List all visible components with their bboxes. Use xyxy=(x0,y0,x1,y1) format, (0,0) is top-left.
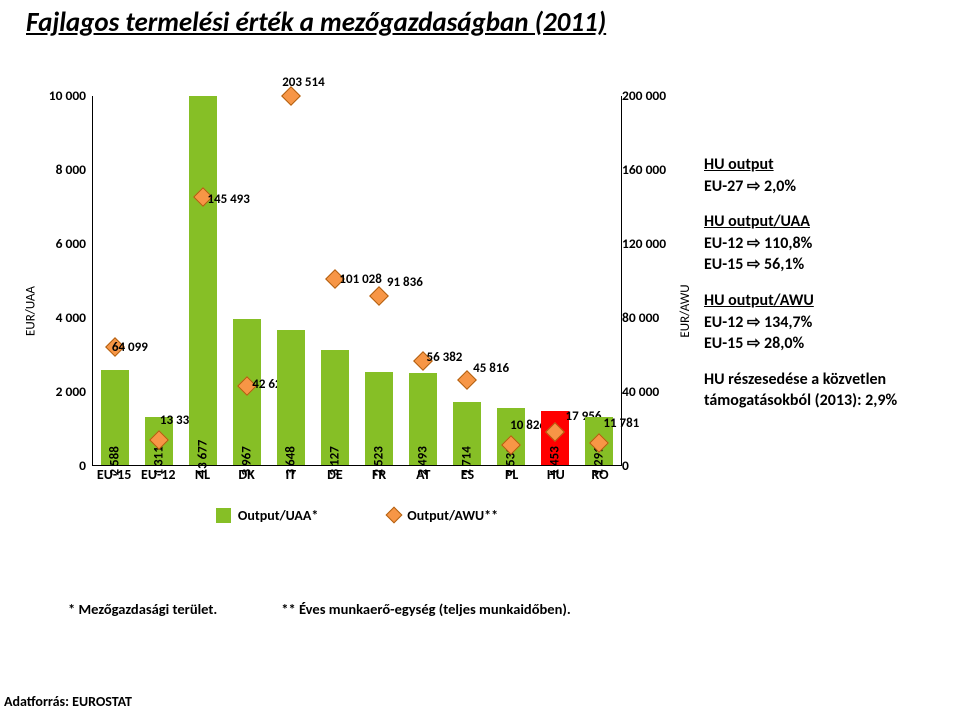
legend-item-bar: Output/UAA* xyxy=(216,504,318,526)
legend-label-marker: Output/AWU** xyxy=(407,507,498,524)
side-block-head: HU output xyxy=(704,154,914,176)
footnote-1: * Mezőgazdasági terület. xyxy=(68,600,217,618)
x-category: HU xyxy=(534,466,578,488)
side-block: HU output/UAAEU-12 ⇨ 110,8%EU-15 ⇨ 56,1% xyxy=(704,211,914,276)
legend-item-marker: Output/AWU** xyxy=(388,504,498,526)
side-block: HU outputEU-27 ⇨ 2,0% xyxy=(704,154,914,197)
x-category: IT xyxy=(269,466,313,488)
side-block-line: EU-15 ⇨ 28,0% xyxy=(704,333,914,355)
chart-row: EUR/UAA EUR/AWU 2 58864 0991 31113 33513… xyxy=(0,96,914,526)
y-axis-label: EUR/UAA xyxy=(23,286,38,336)
x-category: PL xyxy=(490,466,534,488)
x-category: AT xyxy=(401,466,445,488)
footnote-2: ** Éves munkaerő-egység (teljes munkaidő… xyxy=(281,600,570,618)
side-block: HU részesedése a közvetlentámogatásokból… xyxy=(704,369,914,412)
footnotes: * Mezőgazdasági terület. ** Éves munkaer… xyxy=(68,600,571,618)
x-category: RO xyxy=(578,466,622,488)
side-block-head: HU output/AWU xyxy=(704,290,914,312)
side-block-line: HU részesedése a közvetlen xyxy=(704,369,914,391)
legend-label-bar: Output/UAA* xyxy=(238,507,318,524)
marker-label: 203 514 xyxy=(282,75,324,90)
data-source: Adatforrás: EUROSTAT xyxy=(4,693,132,710)
y2-axis-label: EUR/AWU xyxy=(678,284,693,337)
x-category: DE xyxy=(313,466,357,488)
x-categories: EU-15EU-12NLDKITDEFRATESPLHURO xyxy=(92,466,622,488)
x-category: FR xyxy=(357,466,401,488)
x-category: ES xyxy=(445,466,489,488)
side-block-line: EU-15 ⇨ 56,1% xyxy=(704,254,914,276)
legend-swatch-bar xyxy=(216,508,231,523)
x-category: DK xyxy=(225,466,269,488)
side-block-line: EU-12 ⇨ 134,7% xyxy=(704,312,914,334)
y2-ticks: 040 00080 000120 000160 000200 000 xyxy=(40,96,674,526)
chart-title: Fajlagos termelési érték a mezőgazdaságb… xyxy=(0,0,960,39)
x-category: NL xyxy=(180,466,224,488)
side-block-line: EU-27 ⇨ 2,0% xyxy=(704,176,914,198)
side-block-line: támogatásokból (2013): 2,9% xyxy=(704,390,914,412)
side-block: HU output/AWUEU-12 ⇨ 134,7%EU-15 ⇨ 28,0% xyxy=(704,290,914,355)
side-panel: HU outputEU-27 ⇨ 2,0%HU output/UAAEU-12 … xyxy=(674,96,914,526)
x-category: EU-15 xyxy=(92,466,136,488)
legend: Output/UAA* Output/AWU** xyxy=(92,504,622,526)
chart: EUR/UAA EUR/AWU 2 58864 0991 31113 33513… xyxy=(40,96,674,526)
side-block-line: EU-12 ⇨ 110,8% xyxy=(704,233,914,255)
side-block-head: HU output/UAA xyxy=(704,211,914,233)
x-category: EU-12 xyxy=(136,466,180,488)
legend-swatch-marker xyxy=(386,507,403,524)
